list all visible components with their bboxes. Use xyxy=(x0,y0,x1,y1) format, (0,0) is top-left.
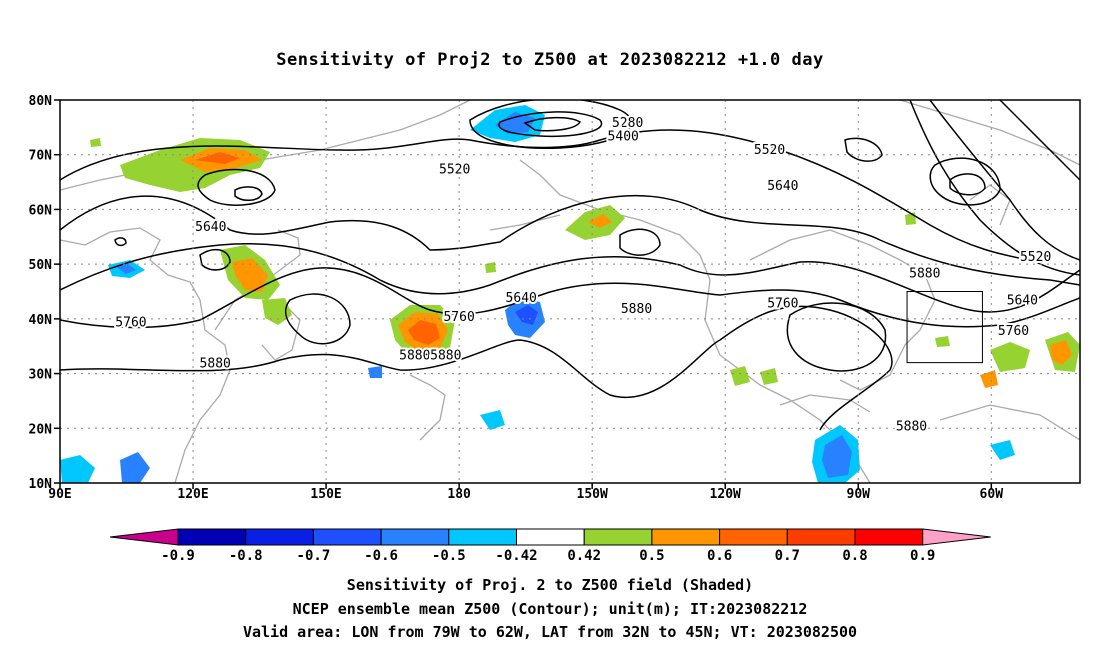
contour-label: 5880 xyxy=(621,302,652,317)
lat-tick-label: 50N xyxy=(29,258,53,273)
colorbar-tick-label: -0.7 xyxy=(297,548,331,564)
lon-tick-label: 150W xyxy=(577,487,608,502)
colorbar-segment xyxy=(448,528,517,546)
colorbar-tick-label: -0.9 xyxy=(161,548,195,564)
longitude-axis: 90E 120E 150E 180 150W 120W 90W 60W xyxy=(48,483,1003,502)
plot-frame xyxy=(59,99,1081,484)
colorbar-segment xyxy=(516,528,585,546)
latitude-axis: 80N 70N 60N 50N 40N 30N 20N 10N xyxy=(29,94,60,492)
caption-line-valid-area: Valid area: LON from 79W to 62W, LAT fro… xyxy=(242,623,858,641)
colorbar-tick-label: -0.5 xyxy=(432,548,466,564)
colorbar-tick-label: -0.6 xyxy=(364,548,398,564)
contour-label: 5520 xyxy=(754,143,785,158)
coastlines xyxy=(60,100,1080,483)
contour-label: 5640 xyxy=(1007,294,1038,309)
colorbar-tick-label: 0.9 xyxy=(910,548,935,564)
lon-tick-label: 120W xyxy=(710,487,741,502)
lat-tick-label: 20N xyxy=(29,422,53,437)
contour-label: 5880 xyxy=(896,420,927,435)
caption-line-contour: NCEP ensemble mean Z500 (Contour); unit(… xyxy=(292,599,808,618)
contour-label: 5880 xyxy=(399,348,430,363)
colorbar-segment xyxy=(786,528,856,546)
contour-label: 5640 xyxy=(195,220,226,235)
valid-area-box xyxy=(906,291,983,364)
map-gridlines xyxy=(60,100,1080,483)
contour-label: 5880 xyxy=(909,266,940,281)
lat-tick-label: 70N xyxy=(29,149,53,164)
colorbar-segment xyxy=(245,528,314,546)
colorbar-segment xyxy=(651,528,721,546)
contour-label: 5880 xyxy=(430,348,461,363)
colorbar-segment xyxy=(854,528,924,546)
colorbar-tick-label: 0.7 xyxy=(775,548,800,564)
contour-label: 5280 xyxy=(612,116,643,131)
map-title: Sensitivity of Proj2 to Z500 at 20230822… xyxy=(276,50,824,70)
contour-label: 5400 xyxy=(608,130,639,145)
colorbar-tick-label: 0.5 xyxy=(639,548,664,564)
sensitivity-shading xyxy=(60,105,1080,483)
colorbar-segment xyxy=(583,528,653,546)
colorbar-segment xyxy=(177,528,247,546)
lat-tick-label: 10N xyxy=(29,477,53,492)
colorbar-tick-label: 0.8 xyxy=(842,548,867,564)
lat-tick-label: 80N xyxy=(29,94,53,109)
lat-tick-label: 60N xyxy=(29,203,53,218)
colorbar-max-arrow xyxy=(922,528,991,546)
z500-contours xyxy=(60,100,1080,431)
caption-block: Sensitivity of Proj. 2 to Z500 field (Sh… xyxy=(0,574,1100,645)
colorbar-tick-label: -0.8 xyxy=(229,548,263,564)
colorbar-tick-label: -0.42 xyxy=(495,548,537,564)
lat-tick-label: 30N xyxy=(29,368,53,383)
contour-label: 5760 xyxy=(998,324,1029,339)
lon-tick-label: 150E xyxy=(310,487,341,502)
contour-label: 5760 xyxy=(443,310,474,325)
colorbar-tick-label: 0.42 xyxy=(567,548,601,564)
lon-tick-label: 90E xyxy=(48,487,71,502)
contour-label: 5520 xyxy=(1020,250,1051,265)
colorbar: -0.9 -0.8 -0.7 -0.6 -0.5 -0.42 0.42 0.5 0.6 0.7 0.… xyxy=(109,528,991,564)
colorbar-tick-label: 0.6 xyxy=(707,548,732,564)
contour-label: 5520 xyxy=(439,162,470,177)
contour-label: 5760 xyxy=(115,316,146,331)
caption-line-shading: Sensitivity of Proj. 2 to Z500 field (Sh… xyxy=(346,576,754,594)
colorbar-min-arrow xyxy=(109,528,179,546)
lon-tick-label: 120E xyxy=(177,487,208,502)
contour-label: 5760 xyxy=(767,296,798,311)
lon-tick-label: 60W xyxy=(980,487,1004,502)
contour-label: 5640 xyxy=(506,291,537,306)
colorbar-segment xyxy=(312,528,382,546)
colorbar-segment xyxy=(719,528,788,546)
contour-label: 5640 xyxy=(767,179,798,194)
lon-tick-label: 180 xyxy=(447,487,471,502)
contour-label: 5880 xyxy=(200,357,231,372)
lat-tick-label: 40N xyxy=(29,313,53,328)
lon-tick-label: 90W xyxy=(847,487,871,502)
colorbar-segment xyxy=(380,528,450,546)
